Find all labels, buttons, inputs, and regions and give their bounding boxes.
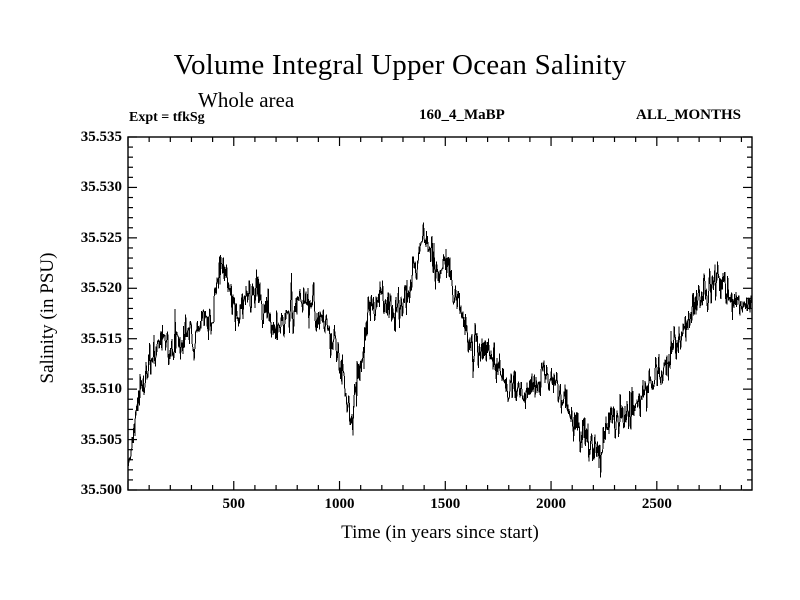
data-line-series — [128, 222, 752, 478]
y-axis-title: Salinity (in PSU) — [37, 252, 58, 384]
x-axis-tick-label: 1000 — [324, 496, 355, 512]
y-axis-tick-labels: 35.500 35.505 35.510 35.515 35.520 35.525 35.5… — [46, 0, 122, 600]
plot-background — [128, 137, 752, 490]
experiment-label: Expt = tfkSg — [129, 110, 205, 125]
x-axis-tick-label: 2000 — [536, 496, 567, 512]
months-label: ALL_MONTHS — [636, 107, 742, 123]
x-axis-tick-label: 500 — [222, 496, 246, 512]
y-axis-tick-label: 35.500 — [80, 482, 122, 498]
period-label: 160_4_MaBP — [419, 107, 505, 123]
y-axis-tick-label: 35.515 — [80, 330, 122, 347]
x-axis-title: Time (in years since start) — [341, 522, 539, 543]
y-axis-tick-label: 35.505 — [80, 431, 122, 448]
chart-title: Volume Integral Upper Ocean Salinity — [173, 49, 627, 81]
chart-subtitle-area: Whole area — [198, 88, 295, 112]
axis-ticks — [127, 136, 752, 491]
y-axis-tick-label: 35.525 — [80, 229, 122, 246]
x-axis-tick-label: 2500 — [641, 496, 672, 512]
plot-frame-border — [127, 136, 753, 491]
y-axis-tick-label: 35.510 — [80, 381, 122, 398]
y-axis-tick-label: 35.535 — [80, 129, 122, 145]
x-axis-tick-labels: 500 1000 1500 2000 2500 — [0, 497, 800, 519]
y-axis-tick-label: 35.520 — [80, 280, 122, 297]
x-axis-tick-label: 1500 — [430, 496, 461, 512]
y-axis-tick-label: 35.530 — [80, 179, 122, 196]
